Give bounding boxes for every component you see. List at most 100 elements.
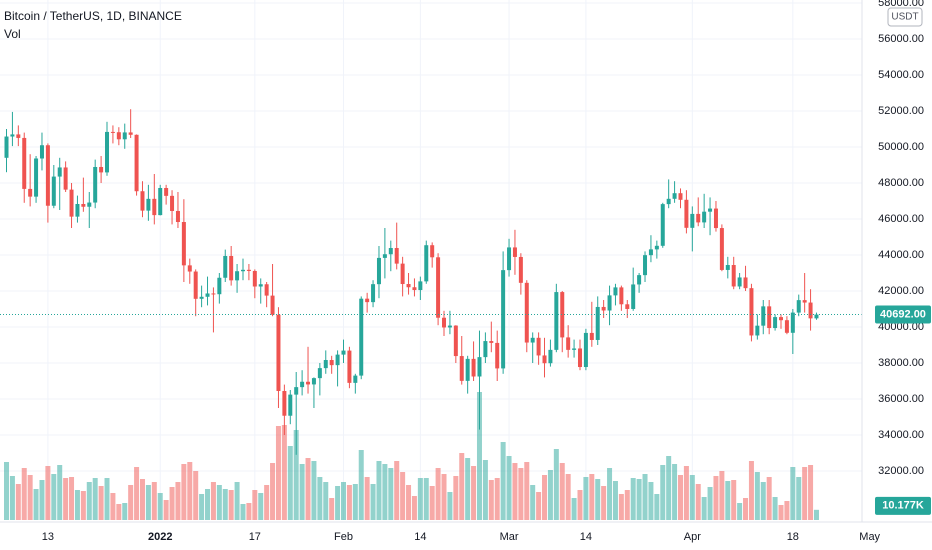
volume-bar [808, 465, 814, 520]
volume-bar [672, 464, 678, 520]
volume-bar [459, 453, 465, 520]
candle-body [51, 176, 56, 206]
candle-body [761, 306, 766, 326]
volume-bar [199, 494, 205, 520]
y-tick-label: 54000.00 [878, 69, 924, 81]
volume-bar [15, 484, 21, 520]
last-price-label: 40692.00 [880, 308, 926, 320]
candle-body [140, 191, 145, 211]
candle-body [477, 357, 482, 377]
volume-bar [512, 463, 518, 520]
candle-body [264, 284, 269, 296]
volume-bar [636, 479, 642, 520]
candle-body [359, 298, 364, 376]
volume-bar [571, 498, 577, 520]
last-volume-label: 10.177K [882, 500, 924, 512]
volume-bar [666, 456, 672, 520]
candle-body [483, 341, 488, 358]
volume-bar [80, 491, 86, 520]
candle-body [507, 247, 512, 271]
candle-body [725, 265, 730, 270]
y-tick-label: 46000.00 [878, 213, 924, 225]
volume-bar [423, 478, 429, 520]
volume-bar [719, 471, 725, 520]
volume-bar [754, 472, 760, 520]
volume-bar [287, 446, 293, 520]
volume-bar [394, 461, 400, 520]
volume-bar [435, 468, 441, 520]
candle-body [696, 213, 701, 223]
volume-bar [74, 490, 80, 520]
last-price-box [875, 305, 931, 324]
candle-body [382, 254, 387, 258]
y-tick-label: 34000.00 [878, 429, 924, 441]
volume-bar [86, 482, 92, 520]
volume-bar [39, 480, 45, 520]
volume-bar [607, 468, 613, 520]
volume-bar [270, 463, 276, 520]
candle-body [75, 203, 80, 217]
candle-body [306, 381, 311, 385]
volume-bar [530, 485, 536, 520]
volume-bar [743, 498, 749, 520]
candle-body [802, 300, 807, 303]
candle-body [755, 325, 760, 336]
candle-body [684, 199, 689, 228]
candle-body [424, 245, 429, 282]
candle-body [672, 193, 677, 199]
volume-bar [317, 477, 323, 520]
candle-body [465, 358, 470, 381]
volume-bar [790, 467, 796, 520]
volume-bar [228, 490, 234, 520]
candle-body [45, 145, 50, 206]
y-tick-label: 56000.00 [878, 33, 924, 45]
volume-bar [246, 503, 252, 520]
volume-bar [772, 497, 778, 520]
y-tick-label: 44000.00 [878, 249, 924, 261]
volume-bar [784, 501, 790, 520]
volume-bar [281, 425, 287, 520]
candle-body [187, 265, 192, 272]
volume-bar [181, 464, 187, 520]
candle-body [784, 320, 789, 333]
candle-body [773, 317, 778, 329]
candle-body [288, 394, 293, 416]
volume-bar [370, 484, 376, 520]
candle-body [365, 298, 370, 303]
candle-body [418, 281, 423, 291]
candle-body [524, 282, 529, 343]
x-tick-label: 17 [249, 531, 261, 543]
volume-bar [388, 468, 394, 520]
candle-body [501, 270, 506, 369]
candle-body [175, 210, 180, 223]
candle-body [790, 312, 795, 333]
volume-bar [618, 494, 624, 520]
volume-bar [98, 486, 104, 520]
x-tick-label: Mar [500, 531, 519, 543]
candle-body [199, 296, 204, 299]
candle-body [702, 211, 707, 223]
candle-body [110, 131, 115, 133]
volume-bar [163, 500, 169, 520]
candle-body [16, 134, 21, 138]
volume-bar [500, 442, 506, 520]
volume-bar [145, 485, 151, 520]
volume-bar [311, 461, 317, 520]
volume-bar [642, 474, 648, 520]
volume-bar [116, 504, 122, 520]
volume-bar [358, 450, 364, 520]
volume-bar [488, 480, 494, 520]
volume-bar [293, 430, 299, 520]
volume-bar [760, 482, 766, 520]
volume-bar [21, 468, 27, 520]
volume-bar [482, 460, 488, 520]
volume-bar [577, 490, 583, 520]
volume-bar [731, 480, 737, 520]
volume-bar [417, 478, 423, 520]
volume-bar [465, 458, 471, 520]
candle-body [560, 292, 565, 338]
x-tick-label: 14 [414, 531, 426, 543]
volume-bar [476, 392, 482, 520]
volume-bar [157, 493, 163, 520]
candle-body [400, 263, 405, 285]
